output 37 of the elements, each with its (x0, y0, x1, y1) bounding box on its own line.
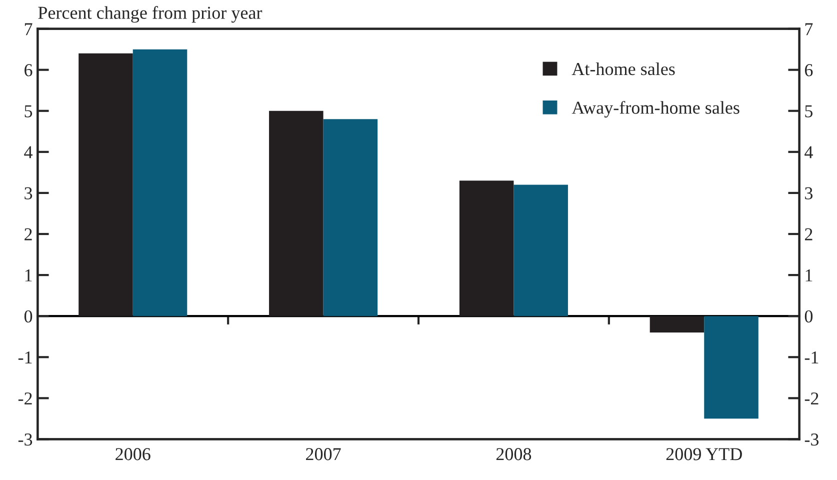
y2-tick-label: -3 (804, 434, 819, 446)
legend-label: Away-from-home sales (572, 100, 740, 118)
x-tick-label: 2009 YTD (666, 448, 742, 460)
bar (514, 184, 568, 316)
y2-tick-label: 6 (804, 64, 813, 76)
bar (269, 110, 324, 316)
y-tick-label: 4 (24, 146, 33, 158)
y2-tick-label: 4 (804, 146, 813, 158)
bar (323, 119, 378, 316)
bar (132, 49, 188, 316)
y-tick-label: -3 (18, 434, 32, 446)
y-tick-label: 3 (24, 187, 32, 200)
y-tick-label: -2 (18, 392, 32, 404)
y-tick-label: 2 (24, 228, 32, 240)
y-tick-label: 1 (25, 269, 32, 282)
y-tick-label: 6 (24, 64, 32, 76)
y2-tick-label: 1 (806, 269, 812, 282)
y-tick-label: 0 (24, 310, 32, 323)
y2-tick-label: 5 (805, 105, 813, 118)
y-tick-label: -1 (18, 351, 32, 364)
bar (704, 316, 758, 419)
y-axis-title: Percent change from prior year (38, 6, 262, 23)
x-tick-label: 2007 (306, 448, 341, 460)
bar (78, 53, 133, 316)
legend-label: At-home sales (572, 62, 675, 76)
y2-tick-label: -2 (804, 392, 818, 404)
bar (650, 316, 704, 332)
x-tick-label: 2008 (496, 448, 532, 460)
y-tick-label: 5 (24, 105, 32, 118)
y2-tick-label: 7 (805, 23, 813, 36)
bar (459, 180, 514, 316)
y2-tick-label: -1 (804, 351, 818, 364)
y2-tick-label: 3 (805, 187, 813, 200)
y-tick-label: 7 (24, 23, 32, 36)
y2-tick-label: 2 (804, 228, 812, 240)
y2-tick-label: 0 (804, 310, 813, 323)
x-tick-label: 2006 (116, 448, 150, 460)
